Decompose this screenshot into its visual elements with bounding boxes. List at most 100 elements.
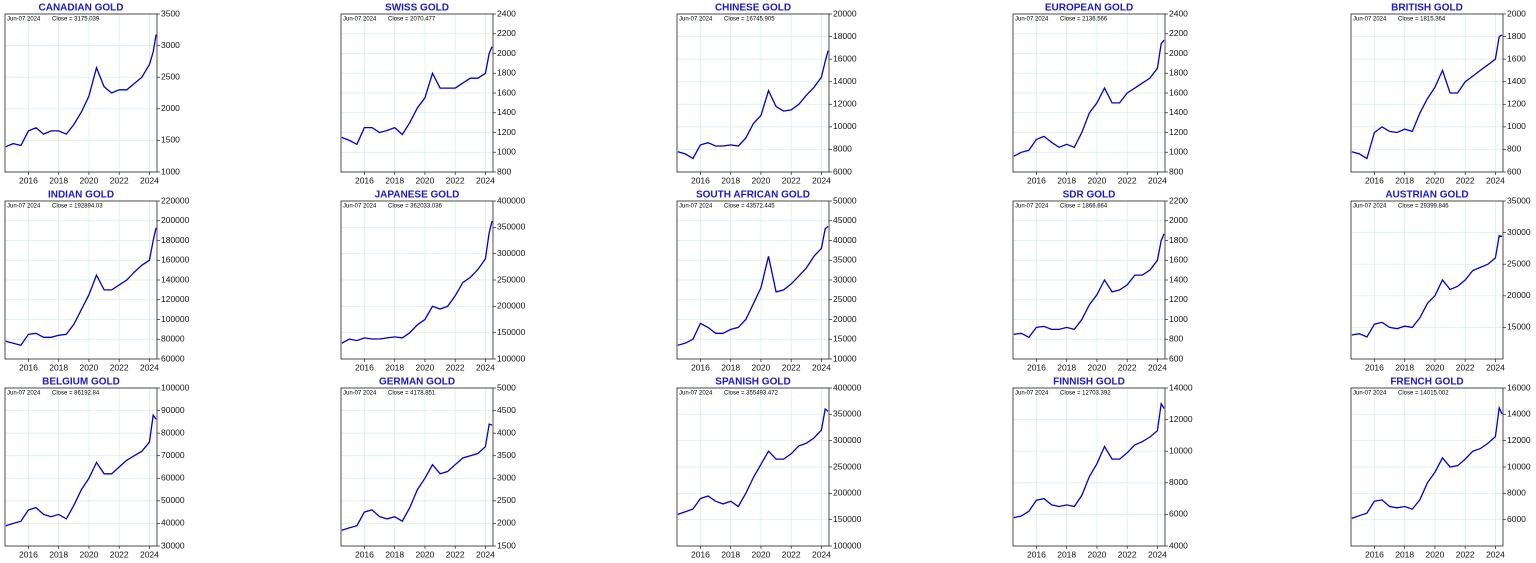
price-line [341,220,493,344]
chart-title: FRENCH GOLD [1390,377,1463,388]
x-tick-label: 2016 [1027,362,1046,372]
y-tick-label: 12000 [1507,435,1531,445]
chart-panel: 1000 1500 2000 2500 3000 3500 2016 2018 2020 2022… [4,3,180,185]
y-tick-label: 25000 [833,294,857,304]
close-label: Close = 12703.392 [1060,391,1111,397]
x-tick-label: 2020 [79,362,98,372]
x-tick-label: 2024 [476,549,495,559]
x-tick-label: 2020 [1425,549,1444,559]
x-tick-label: 2018 [1395,549,1414,559]
x-tick-label: 2018 [385,362,404,372]
price-line [677,50,829,160]
y-tick-label: 100000 [833,540,862,550]
date-label: Jun-07 2024 [1353,204,1387,210]
y-tick-label: 220000 [161,195,190,205]
y-tick-label: 160000 [161,255,190,265]
y-tick-label: 1500 [497,540,516,550]
close-label: Close = 43572.445 [724,204,775,210]
y-tick-label: 100000 [497,353,526,363]
x-tick-label: 2018 [1395,175,1414,185]
y-tick-label: 50000 [833,195,857,205]
plot-frame [4,13,158,173]
y-tick-label: 20000 [833,314,857,324]
x-tick-label: 2020 [751,549,770,559]
close-label: Close = 362033.036 [388,204,443,210]
x-tick-label: 2022 [1118,362,1137,372]
y-tick-label: 100000 [161,314,190,324]
chart-title: CANADIAN GOLD [39,3,124,14]
x-tick-label: 2022 [110,549,129,559]
y-tick-label: 30000 [1507,227,1531,237]
x-tick-label: 2024 [476,362,495,372]
chart-title: SPANISH GOLD [715,377,790,388]
chart-panel: 4000 6000 8000 10000 12000 14000 2016 2018 2020 2… [1012,377,1193,559]
chart-title: SWISS GOLD [385,3,449,14]
y-tick-label: 20000 [1507,290,1531,300]
close-label: Close = 2070.477 [388,17,436,23]
y-tick-label: 600 [1169,353,1183,363]
x-tick-label: 2022 [446,362,465,372]
chart-title: JAPANESE GOLD [375,190,460,201]
x-tick-label: 2016 [1365,549,1384,559]
x-tick-label: 2016 [355,362,374,372]
y-tick-label: 800 [497,166,511,176]
plot-frame [340,387,494,547]
x-tick-label: 2016 [355,175,374,185]
date-label: Jun-07 2024 [7,391,41,397]
x-tick-label: 2024 [1148,549,1167,559]
y-tick-label: 60000 [161,473,185,483]
y-tick-label: 80000 [161,334,185,344]
x-tick-label: 2016 [691,175,710,185]
y-tick-label: 10000 [1169,445,1193,455]
y-tick-label: 20000 [833,8,857,18]
y-tick-label: 100000 [161,382,190,392]
chart-title: BRITISH GOLD [1391,3,1463,14]
chart-panel: 800 1000 1200 1400 1600 1800 2000 2200 2400 2016 2… [1012,3,1188,185]
y-tick-label: 200000 [497,301,526,311]
date-label: Jun-07 2024 [343,204,377,210]
y-tick-label: 1500 [161,135,180,145]
x-tick-label: 2018 [49,362,68,372]
y-tick-label: 1000 [1507,121,1526,131]
x-tick-label: 2022 [110,362,129,372]
price-line [1351,405,1503,520]
x-tick-label: 2020 [79,175,98,185]
x-tick-label: 2022 [782,549,801,559]
date-label: Jun-07 2024 [1353,391,1387,397]
close-label: Close = 1866.664 [1060,204,1108,210]
plot-frame [1350,13,1504,173]
date-label: Jun-07 2024 [1353,17,1387,23]
date-label: Jun-07 2024 [343,17,377,23]
chart-panel: 10000 15000 20000 25000 30000 35000 40000 45000… [676,190,857,372]
y-tick-label: 2200 [497,28,516,38]
chart-title: SOUTH AFRICAN GOLD [696,190,810,201]
y-tick-label: 1600 [1507,53,1526,63]
x-tick-label: 2020 [1087,549,1106,559]
y-tick-label: 2400 [497,8,516,18]
y-tick-label: 1600 [497,87,516,97]
chart-title: FINNISH GOLD [1053,377,1125,388]
y-tick-label: 300000 [833,435,862,445]
y-tick-label: 16000 [1507,382,1531,392]
y-tick-label: 8000 [1169,477,1188,487]
plot-frame [4,387,158,547]
y-tick-label: 1400 [497,107,516,117]
price-line [5,34,157,148]
y-tick-label: 350000 [833,409,862,419]
x-tick-label: 2016 [1365,175,1384,185]
price-line [341,46,493,146]
y-tick-label: 150000 [497,327,526,337]
x-tick-label: 2016 [1027,549,1046,559]
x-tick-label: 2018 [721,549,740,559]
y-tick-label: 2000 [1507,8,1526,18]
y-tick-label: 30000 [833,274,857,284]
chart-panel: 15000 20000 25000 30000 35000 2016 2018 2020 202… [1350,190,1531,372]
chart-panel: 600 800 1000 1200 1400 1600 1800 2000 2016 2018 20… [1350,3,1526,185]
y-tick-label: 12000 [1169,414,1193,424]
x-tick-label: 2024 [812,175,831,185]
y-tick-label: 15000 [833,334,857,344]
y-tick-label: 150000 [833,514,862,524]
chart-panel: 6000 8000 10000 12000 14000 16000 18000 20000 20… [676,3,857,185]
y-tick-label: 10000 [833,353,857,363]
x-tick-label: 2016 [691,362,710,372]
